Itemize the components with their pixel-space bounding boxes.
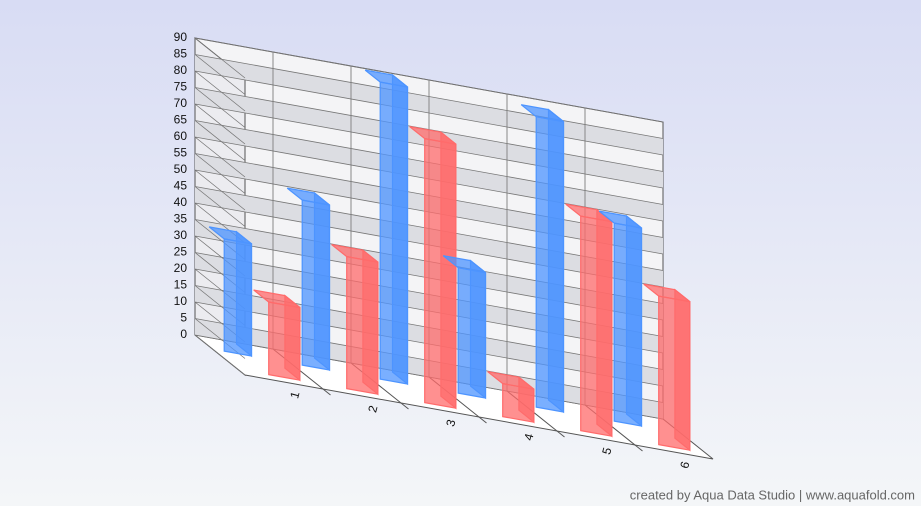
grid-line	[194, 136, 664, 222]
bar	[580, 215, 613, 437]
x-tick-label: 6	[677, 460, 692, 470]
bar	[346, 255, 379, 395]
y-tick-label: 60	[174, 129, 188, 143]
y-tick-label: 50	[174, 162, 188, 176]
y-tick-label: 75	[174, 80, 188, 94]
bar	[613, 222, 643, 427]
bar	[301, 199, 331, 371]
bar	[223, 238, 253, 357]
y-tick-label: 70	[174, 96, 188, 110]
bar	[379, 81, 409, 385]
credit: created by Aqua Data Studio | www.aquafo…	[630, 487, 915, 502]
grid-line	[194, 87, 664, 172]
y-tick-label: 65	[174, 113, 188, 127]
grid-line	[194, 186, 664, 271]
y-tick-label: 80	[174, 63, 188, 77]
y-tick-label: 20	[174, 261, 188, 275]
grid-line	[194, 70, 664, 156]
bar	[535, 115, 565, 413]
y-tick-label: 30	[174, 228, 188, 242]
grid-line	[194, 169, 664, 255]
bar	[457, 266, 487, 399]
y-tick-label: 25	[174, 245, 188, 259]
y-tick-label: 0	[180, 327, 187, 341]
grid-line	[194, 202, 664, 288]
x-tick-label: 4	[521, 432, 536, 442]
y-tick-label: 40	[174, 195, 188, 209]
x-tick-label: 1	[287, 390, 302, 400]
y-tick-label: 15	[174, 278, 188, 292]
grid-line	[194, 103, 664, 189]
grid-line	[194, 120, 664, 205]
x-tick-label: 5	[599, 446, 614, 456]
y-tick-label: 5	[180, 311, 187, 325]
grid-line	[194, 153, 664, 238]
y-tick-label: 10	[174, 294, 188, 308]
y-tick-label: 55	[174, 146, 188, 160]
y-tick-label: 85	[174, 47, 188, 61]
grid-line	[194, 54, 664, 139]
y-tick-label: 35	[174, 212, 188, 226]
x-tick-label: 2	[365, 404, 380, 414]
bar	[502, 382, 535, 423]
bar	[658, 295, 691, 451]
bar	[424, 137, 457, 409]
y-tick-label: 45	[174, 179, 188, 193]
grid-line	[194, 37, 664, 123]
y-tick-label: 90	[174, 30, 188, 44]
bar	[268, 301, 301, 381]
x-tick-label: 3	[443, 418, 458, 428]
